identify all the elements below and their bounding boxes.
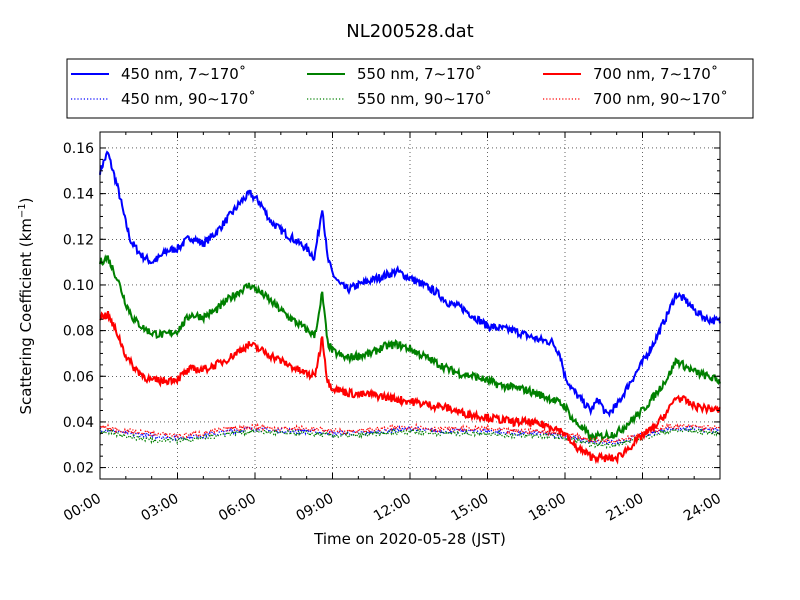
x-tick-label: 12:00 — [371, 491, 414, 525]
legend-label: 700 nm, 7∼170˚ — [593, 65, 718, 83]
x-tick-label: 15:00 — [449, 491, 492, 525]
series-layer — [99, 150, 721, 465]
series-line-0 — [99, 150, 721, 418]
legend-label: 550 nm, 7∼170˚ — [357, 65, 482, 83]
y-tick-label: 0.02 — [63, 461, 94, 477]
legend-label: 450 nm, 90∼170˚ — [121, 90, 256, 108]
y-tick-label: 0.10 — [63, 278, 94, 294]
y-axis-label-main: Scattering Coefficient (km — [17, 218, 35, 414]
x-tick-label: 18:00 — [526, 491, 569, 525]
series-line-2 — [99, 254, 721, 444]
legend-frame — [66, 58, 754, 119]
y-axis-label-unit-exponent: −1 — [17, 203, 28, 218]
plot-frame — [99, 131, 721, 480]
legend-label: 450 nm, 7∼170˚ — [121, 65, 246, 83]
grid — [100, 132, 720, 479]
legend-label: 700 nm, 90∼170˚ — [593, 90, 728, 108]
x-tick-label: 03:00 — [139, 491, 182, 525]
series-line-5 — [99, 421, 721, 445]
y-tick-label: 0.12 — [63, 232, 94, 248]
x-axis-label: Time on 2020-05-28 (JST) — [313, 530, 506, 548]
chart-title: NL200528.dat — [346, 21, 473, 42]
y-tick-label: 0.14 — [63, 187, 94, 203]
legend: 450 nm, 7∼170˚ 450 nm, 90∼170˚ 550 nm, 7∼1… — [66, 58, 754, 119]
x-tick-label: 06:00 — [216, 491, 259, 525]
legend-label: 550 nm, 90∼170˚ — [357, 90, 492, 108]
y-tick-label: 0.08 — [63, 324, 94, 340]
x-tick-label: 00:00 — [61, 491, 104, 525]
y-tick-label: 0.16 — [63, 141, 94, 157]
y-tick-label: 0.06 — [63, 369, 94, 385]
x-tick-label: 24:00 — [681, 491, 724, 525]
y-axis-label-close: ) — [17, 197, 35, 203]
y-axis-label: Scattering Coefficient (km−1) — [17, 197, 35, 414]
y-tick-label: 0.04 — [63, 415, 94, 431]
x-tick-label: 09:00 — [294, 491, 337, 525]
ticks: 0.02 0.04 0.06 0.08 0.10 0.12 0.14 0.16 00:00 03:… — [61, 132, 724, 525]
x-tick-label: 21:00 — [604, 491, 647, 525]
series-line-4 — [99, 310, 721, 465]
